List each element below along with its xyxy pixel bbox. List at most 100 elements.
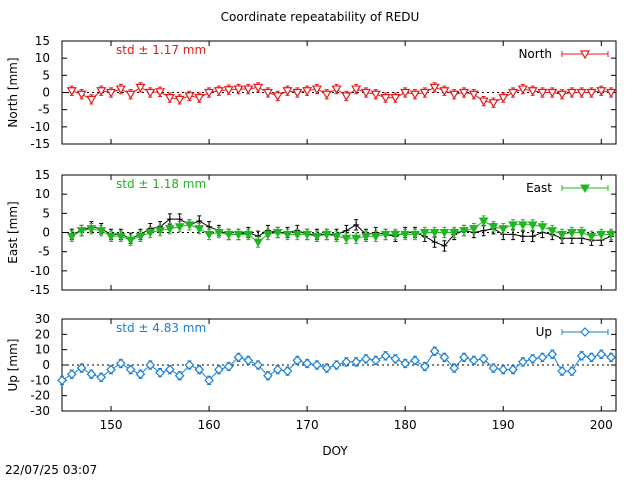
data-point <box>586 232 597 242</box>
data-point <box>106 232 116 242</box>
y-tick-label: -10 <box>30 120 50 134</box>
data-point <box>302 358 312 369</box>
data-point <box>410 355 420 366</box>
data-point <box>76 363 87 373</box>
data-point <box>567 366 577 376</box>
data-point <box>527 221 538 230</box>
data-point <box>353 221 360 228</box>
data-point <box>547 88 558 98</box>
data-point <box>429 346 440 357</box>
data-point <box>125 236 136 246</box>
data-point <box>458 88 470 98</box>
data-point <box>508 364 518 375</box>
data-point <box>66 369 77 380</box>
data-point <box>519 233 526 240</box>
data-point <box>468 90 479 100</box>
x-tick-label: 190 <box>492 418 515 432</box>
legend-label: East <box>526 181 552 195</box>
y-tick-label: 0 <box>42 358 50 372</box>
panel-east: -15 -10 -5 0 5 10 15 East [mm] std ± 1.18 mm East <box>6 168 617 297</box>
data-point <box>164 94 175 103</box>
data-point <box>576 229 587 238</box>
y-tick-label: -5 <box>38 103 50 117</box>
data-point <box>125 364 136 375</box>
data-point <box>233 85 244 95</box>
y-tick-label: 15 <box>35 168 50 182</box>
data-point <box>431 239 438 246</box>
data-point <box>96 372 107 383</box>
data-point <box>566 88 577 98</box>
data-point <box>302 87 313 96</box>
data-point <box>214 364 224 375</box>
data-point <box>449 363 460 373</box>
data-point <box>449 229 460 238</box>
data-point <box>96 227 107 236</box>
data-point <box>480 227 487 234</box>
data-point <box>194 364 205 375</box>
y-tick-label: 5 <box>42 68 50 82</box>
data-point <box>96 87 107 96</box>
data-point <box>145 88 156 98</box>
y-tick-label: 5 <box>42 206 50 220</box>
data-point <box>165 364 175 375</box>
data-point <box>361 232 371 242</box>
y-tick-label: -5 <box>38 245 50 259</box>
data-point <box>204 88 215 98</box>
data-point <box>459 227 469 236</box>
data-point <box>321 230 332 240</box>
data-point <box>223 361 234 372</box>
data-point <box>508 221 518 230</box>
series-east <box>66 215 616 248</box>
y-tick-label: -20 <box>30 389 50 403</box>
data-point <box>419 361 430 372</box>
data-point <box>579 50 591 60</box>
data-point <box>390 354 401 364</box>
data-point <box>478 97 489 107</box>
data-point <box>370 355 381 366</box>
data-point <box>439 87 450 96</box>
data-point <box>537 223 548 232</box>
legend-label: North <box>518 47 552 61</box>
data-point <box>194 94 205 103</box>
x-axis-label: DOY <box>322 444 348 458</box>
data-point <box>410 230 420 240</box>
data-point <box>145 360 156 370</box>
data-point <box>125 90 136 100</box>
data-point <box>498 225 509 234</box>
data-point <box>576 350 587 361</box>
data-point <box>468 225 479 234</box>
data-point <box>174 95 185 105</box>
chart-title: Coordinate repeatability of REDU <box>221 10 420 24</box>
data-point <box>86 95 97 105</box>
data-point <box>57 375 67 386</box>
data-point <box>164 225 175 234</box>
data-point <box>311 85 322 95</box>
data-point <box>66 232 77 242</box>
data-point <box>488 223 499 232</box>
x-tick-label: 200 <box>590 418 613 432</box>
data-point <box>606 352 616 363</box>
data-point <box>312 360 322 370</box>
y-tick-label: -10 <box>30 373 50 387</box>
data-point <box>272 364 283 375</box>
data-point <box>292 355 303 366</box>
data-point <box>567 229 577 238</box>
data-point <box>166 216 173 223</box>
data-point <box>537 352 548 363</box>
y-tick-label: 0 <box>42 86 50 100</box>
data-point <box>380 350 391 361</box>
data-point <box>557 366 567 376</box>
data-point <box>351 234 362 244</box>
data-point <box>66 87 77 96</box>
data-point <box>155 88 166 98</box>
data-point <box>596 230 607 240</box>
data-point <box>331 85 342 95</box>
data-point <box>429 229 440 238</box>
data-point <box>361 354 371 364</box>
data-point <box>331 360 342 370</box>
y-axis-label: North [mm] <box>6 57 20 127</box>
y-tick-label: -10 <box>30 264 50 278</box>
data-point <box>400 230 411 240</box>
data-point <box>518 357 528 367</box>
